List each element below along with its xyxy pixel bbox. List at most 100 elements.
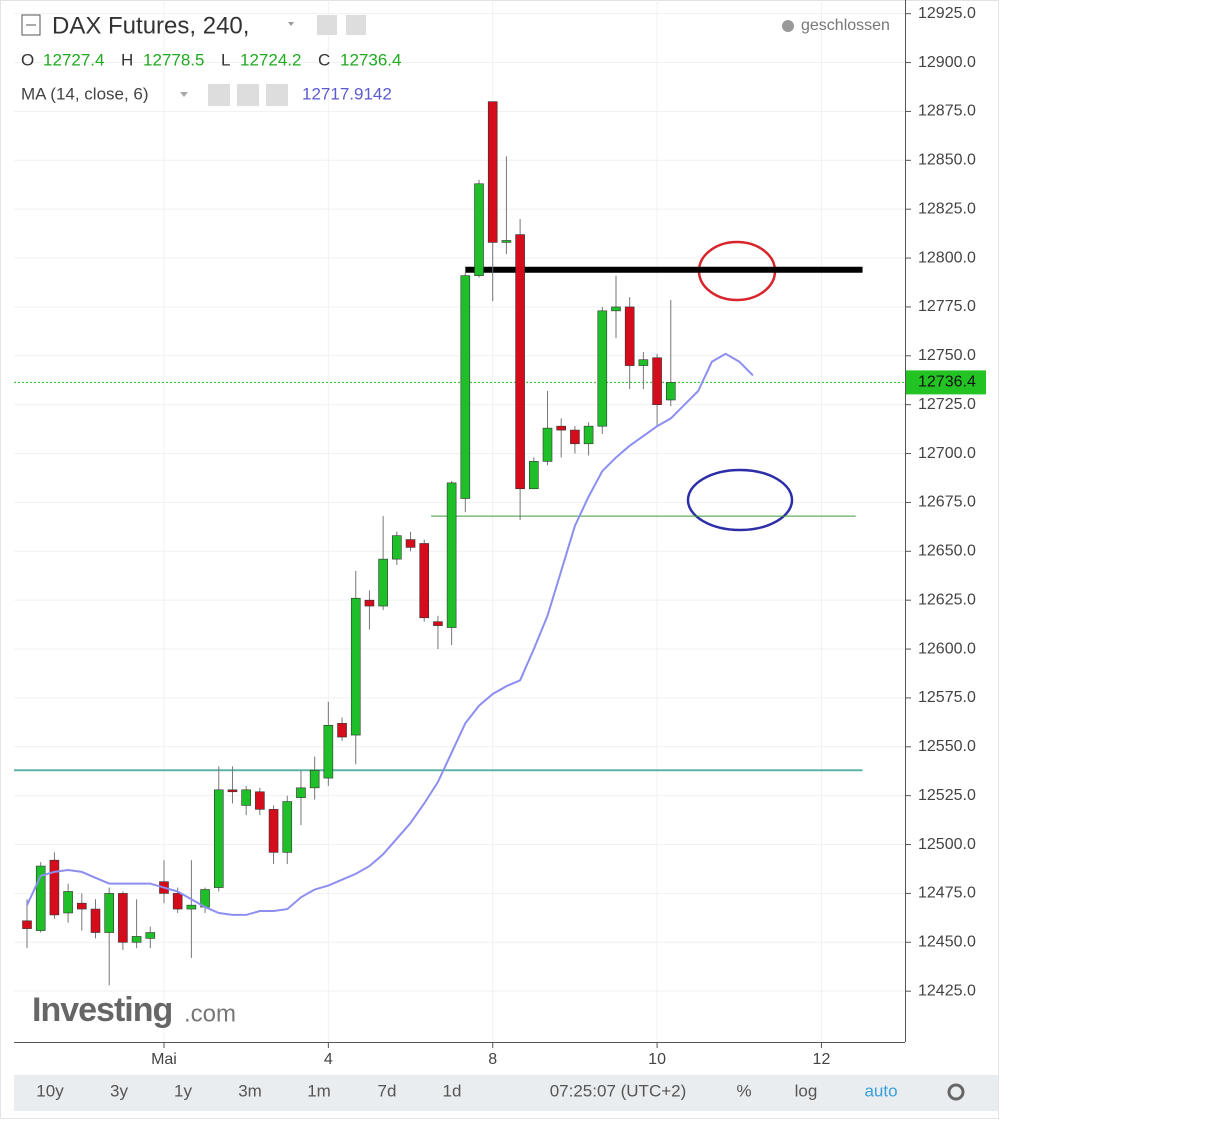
- candle-body: [90, 908, 101, 933]
- logo: Investing: [32, 991, 172, 1029]
- last-price-tag: [906, 370, 986, 395]
- ohlc-value: 12778.5: [143, 50, 204, 69]
- icon[interactable]: [266, 84, 288, 106]
- y-tick-label: 12475.0: [918, 885, 976, 902]
- y-tick-label: 12575.0: [918, 689, 976, 706]
- candle-body: [337, 723, 347, 738]
- candle-body: [350, 597, 361, 736]
- candle-body: [77, 902, 87, 910]
- status: geschlossen: [801, 17, 890, 34]
- candle-body: [35, 865, 46, 931]
- ma-line: [26, 352, 754, 916]
- candle-body: [364, 599, 375, 607]
- candle-body: [227, 789, 238, 793]
- frame: [0, 0, 999, 1119]
- candle-body: [22, 920, 32, 929]
- y-tick-label: 12550.0: [918, 738, 976, 755]
- candle-body: [487, 101, 498, 243]
- toolbar-button[interactable]: 1y: [174, 1081, 192, 1100]
- ohlc-value: 12727.4: [43, 50, 104, 69]
- y-tick-label: 12450.0: [918, 934, 976, 951]
- logo: .com: [184, 1000, 236, 1027]
- candle-body: [665, 382, 676, 401]
- indicator-value: 12717.9142: [302, 84, 392, 103]
- candle-body: [433, 621, 443, 626]
- candle-body: [570, 429, 580, 445]
- y-tick-label: 12925.0: [918, 5, 976, 22]
- candle-body: [474, 183, 484, 276]
- x-tick-label: 12: [813, 1051, 831, 1068]
- ohlc-label: C: [318, 50, 330, 69]
- y-tick-label: 12700.0: [918, 445, 976, 462]
- toolbar-button[interactable]: auto: [864, 1081, 897, 1100]
- candle-body: [446, 482, 457, 628]
- candle-body: [624, 306, 635, 366]
- candle-body: [268, 809, 279, 853]
- candle-body: [542, 427, 553, 462]
- icon[interactable]: [346, 15, 366, 35]
- candle-body: [597, 310, 608, 427]
- dropdown-icon[interactable]: [288, 22, 294, 26]
- x-tick-label: 4: [324, 1051, 333, 1068]
- candle-body: [611, 306, 621, 312]
- candle-body: [405, 539, 416, 548]
- toolbar-button[interactable]: 1d: [443, 1081, 462, 1100]
- dropdown-icon[interactable]: [180, 92, 188, 97]
- ohlc-label: L: [221, 50, 230, 69]
- candle-body: [323, 724, 334, 779]
- y-tick-label: 12825.0: [918, 200, 976, 217]
- ohlc-label: O: [21, 50, 34, 69]
- chart-title: DAX Futures, 240,: [52, 12, 249, 39]
- toolbar-button[interactable]: 3m: [238, 1081, 262, 1100]
- candle-body: [118, 893, 128, 943]
- toolbar-button[interactable]: 07:25:07 (UTC+2): [550, 1081, 687, 1100]
- toolbar: [14, 1075, 998, 1111]
- toolbar-button[interactable]: %: [736, 1081, 751, 1100]
- candle-body: [501, 240, 512, 243]
- candle-body: [638, 359, 649, 366]
- candle-body: [49, 859, 60, 916]
- icon[interactable]: [208, 84, 230, 106]
- settings-icon[interactable]: [947, 1083, 965, 1101]
- candle-body: [419, 543, 430, 619]
- ohlc-value: 12736.4: [340, 50, 401, 69]
- status-dot: [782, 20, 794, 32]
- candle-body: [583, 425, 594, 445]
- candle-body: [172, 893, 183, 910]
- x-tick-label: Mai: [151, 1051, 177, 1068]
- y-tick-label: 12800.0: [918, 249, 976, 266]
- toolbar-button[interactable]: 7d: [378, 1081, 397, 1100]
- candle-body: [556, 425, 567, 431]
- icon[interactable]: [317, 15, 337, 35]
- toolbar-button[interactable]: 10y: [36, 1081, 64, 1100]
- candle-body: [309, 769, 320, 789]
- indicator-label: MA (14, close, 6): [21, 84, 149, 103]
- candle-body: [255, 791, 265, 810]
- icon[interactable]: [237, 84, 259, 106]
- y-tick-label: 12425.0: [918, 982, 976, 999]
- annotation-circle: [686, 468, 794, 532]
- candle-body: [241, 789, 251, 806]
- y-tick-label: 12725.0: [918, 396, 976, 413]
- y-tick-label: 12775.0: [918, 298, 976, 315]
- collapse-icon[interactable]: [21, 14, 41, 36]
- y-tick-label: 12525.0: [918, 787, 976, 804]
- candle-body: [145, 932, 156, 939]
- y-tick-label: 12600.0: [918, 640, 976, 657]
- last-price-label: 12736.4: [918, 374, 976, 391]
- candle-body: [378, 558, 388, 607]
- y-tick-label: 12850.0: [918, 152, 976, 169]
- y-tick-label: 12650.0: [918, 543, 976, 560]
- y-tick-label: 12625.0: [918, 591, 976, 608]
- toolbar-button[interactable]: 1m: [307, 1081, 331, 1100]
- candle-body: [131, 936, 142, 943]
- toolbar-button[interactable]: 3y: [110, 1081, 128, 1100]
- candle-body: [213, 789, 224, 888]
- y-tick-label: 12750.0: [918, 347, 976, 364]
- candle-body: [392, 535, 402, 560]
- x-tick-label: 10: [648, 1051, 666, 1068]
- candle-body: [282, 801, 293, 853]
- toolbar-button[interactable]: log: [795, 1081, 818, 1100]
- y-tick-label: 12675.0: [918, 494, 976, 511]
